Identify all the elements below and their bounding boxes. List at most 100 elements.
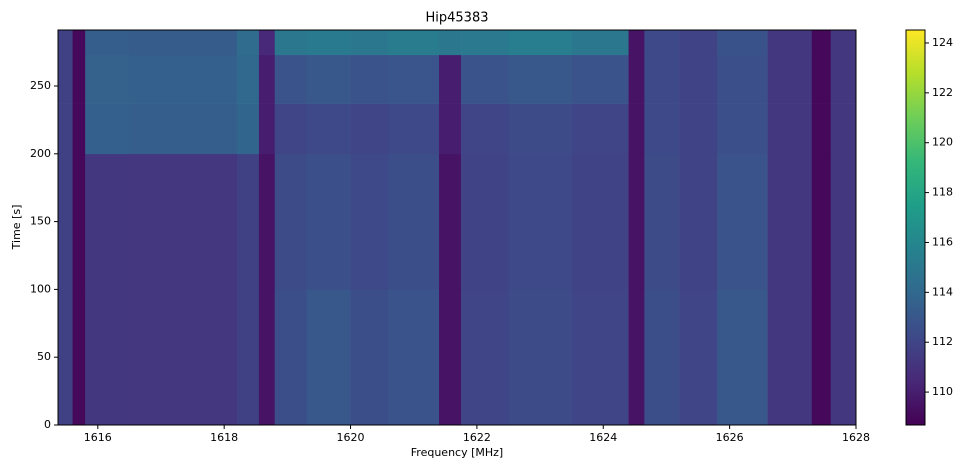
- heatmap-cell: [571, 153, 629, 290]
- heatmap-cell: [306, 30, 351, 56]
- colorbar: [905, 29, 926, 426]
- colorbar-tick-label: 120: [932, 136, 953, 149]
- heatmap-cell: [258, 103, 276, 155]
- heatmap-cell: [679, 30, 718, 56]
- heatmap-cell: [129, 103, 238, 155]
- colorbar-tick-label: 114: [932, 285, 953, 298]
- colorbar-tick-label: 110: [932, 385, 953, 398]
- heatmap-cell: [85, 30, 130, 56]
- heatmap-cell: [811, 103, 832, 155]
- heatmap-cell: [85, 289, 130, 426]
- heatmap-cell: [716, 103, 768, 155]
- heatmap-cell: [350, 103, 389, 155]
- heatmap-cell: [628, 103, 645, 155]
- heatmap-cell: [811, 153, 832, 290]
- heatmap-cell: [811, 54, 832, 104]
- heatmap-cell: [274, 153, 307, 290]
- heatmap-cell: [461, 153, 509, 290]
- x-tick-label: 1616: [84, 431, 112, 444]
- heatmap-cell: [628, 54, 645, 104]
- x-tick-label: 1622: [463, 431, 491, 444]
- y-tick-label: 250: [30, 79, 51, 92]
- colorbar-tick-label: 118: [932, 186, 953, 199]
- heatmap-cell: [438, 289, 462, 426]
- heatmap-cell: [716, 30, 768, 56]
- heatmap-cell: [72, 289, 86, 426]
- heatmap-cell: [679, 54, 718, 104]
- heatmap-cell: [830, 103, 857, 155]
- heatmap-cell: [306, 289, 351, 426]
- heatmap-cell: [388, 153, 440, 290]
- heatmap-cell: [644, 153, 680, 290]
- x-tick-label: 1626: [716, 431, 744, 444]
- heatmap-cell: [438, 54, 462, 104]
- heatmap-cell: [811, 289, 832, 426]
- heatmap-cell: [811, 30, 832, 56]
- x-tick-label: 1624: [589, 431, 617, 444]
- y-tick-label: 200: [30, 147, 51, 160]
- heatmap: [58, 30, 857, 426]
- heatmap-cell: [58, 103, 73, 155]
- heatmap-cell: [571, 103, 629, 155]
- heatmap-cell: [571, 54, 629, 104]
- heatmap-cell: [571, 30, 629, 56]
- heatmap-cell: [236, 153, 260, 290]
- heatmap-cell: [350, 54, 389, 104]
- heatmap-cell: [628, 153, 645, 290]
- heatmap-cell: [644, 103, 680, 155]
- heatmap-cell: [716, 289, 768, 426]
- heatmap-cell: [830, 30, 857, 56]
- heatmap-cell: [306, 54, 351, 104]
- heatmap-cell: [58, 289, 73, 426]
- heatmap-cell: [72, 54, 86, 104]
- heatmap-cell: [571, 289, 629, 426]
- heatmap-cell: [388, 54, 440, 104]
- heatmap-cell: [767, 103, 813, 155]
- heatmap-cell: [767, 30, 813, 56]
- heatmap-cell: [258, 153, 276, 290]
- heatmap-cell: [58, 54, 73, 104]
- x-tick-label: 1628: [842, 431, 870, 444]
- heatmap-cell: [830, 153, 857, 290]
- heatmap-cell: [508, 289, 572, 426]
- x-tick-label: 1618: [210, 431, 238, 444]
- heatmap-cell: [438, 103, 462, 155]
- heatmap-cell: [508, 54, 572, 104]
- heatmap-cell: [461, 103, 509, 155]
- heatmap-cell: [767, 54, 813, 104]
- heatmap-cell: [679, 153, 718, 290]
- heatmap-cell: [644, 289, 680, 426]
- heatmap-cell: [644, 54, 680, 104]
- heatmap-cell: [58, 153, 73, 290]
- y-tick-label: 0: [44, 418, 51, 431]
- heatmap-cell: [830, 54, 857, 104]
- heatmap-cell: [236, 30, 260, 56]
- heatmap-cell: [258, 289, 276, 426]
- colorbar-tick-label: 116: [932, 235, 953, 248]
- heatmap-cell: [85, 153, 130, 290]
- colorbar-tick-label: 112: [932, 335, 953, 348]
- plot-frame: [57, 29, 857, 426]
- heatmap-cell: [306, 153, 351, 290]
- heatmap-cell: [129, 54, 238, 104]
- heatmap-cell: [628, 30, 645, 56]
- heatmap-cell: [258, 30, 276, 56]
- colorbar-tick-label: 124: [932, 36, 953, 49]
- heatmap-cell: [274, 30, 307, 56]
- heatmap-cell: [350, 30, 389, 56]
- heatmap-cell: [350, 289, 389, 426]
- heatmap-cell: [508, 30, 572, 56]
- heatmap-cell: [306, 103, 351, 155]
- heatmap-cell: [72, 30, 86, 56]
- heatmap-cell: [767, 289, 813, 426]
- heatmap-cell: [129, 289, 238, 426]
- heatmap-cell: [274, 103, 307, 155]
- heatmap-cell: [716, 153, 768, 290]
- heatmap-cell: [767, 153, 813, 290]
- heatmap-cell: [72, 103, 86, 155]
- y-tick-label: 150: [30, 215, 51, 228]
- heatmap-cell: [274, 54, 307, 104]
- heatmap-cell: [236, 103, 260, 155]
- heatmap-cell: [236, 54, 260, 104]
